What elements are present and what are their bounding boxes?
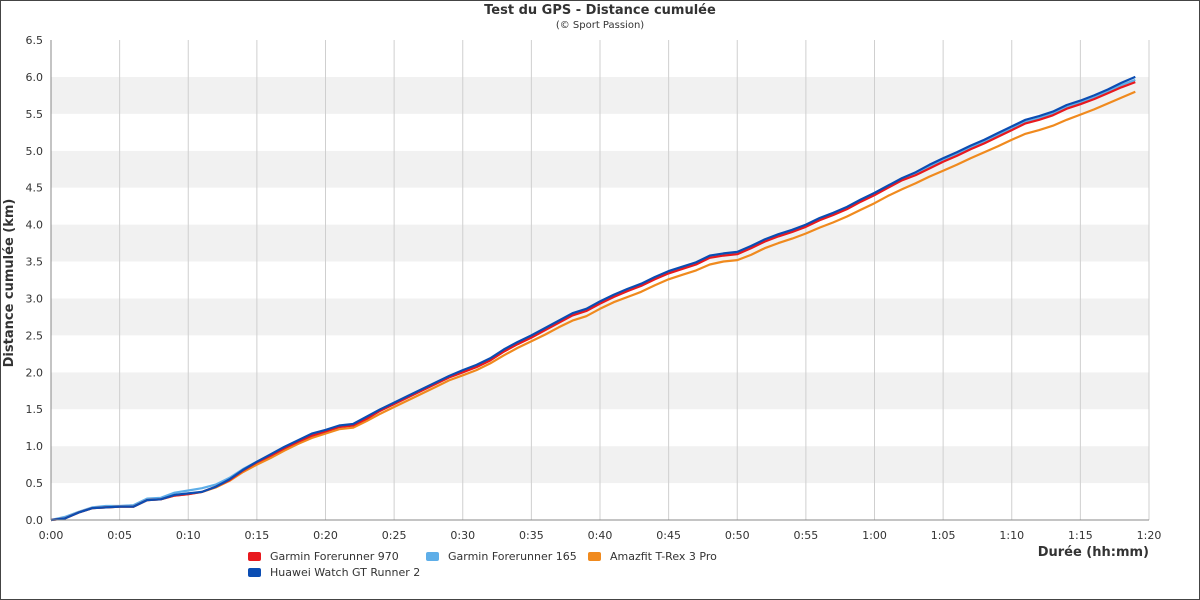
x-tick-label: 0:00: [39, 529, 64, 542]
legend-label: Garmin Forerunner 165: [448, 550, 577, 563]
y-tick-label: 3.5: [26, 256, 44, 269]
x-tick-label: 0:25: [382, 529, 407, 542]
y-tick-label: 1.0: [26, 440, 44, 453]
x-tick-label: 0:20: [313, 529, 338, 542]
chart-subtitle: (© Sport Passion): [555, 20, 645, 31]
x-tick-label: 0:15: [245, 529, 270, 542]
legend-item: Garmin Forerunner 970: [248, 550, 399, 563]
legend-swatch: [248, 551, 261, 561]
x-tick-label: 0:40: [588, 529, 613, 542]
y-tick-label: 0.5: [26, 477, 44, 490]
legend-swatch: [248, 567, 261, 577]
y-tick-label: 5.0: [26, 145, 44, 158]
y-tick-label: 4.5: [26, 182, 44, 195]
y-tick-label: 2.0: [26, 366, 44, 379]
y-tick-label: 6.0: [26, 71, 44, 84]
x-tick-label: 1:10: [999, 529, 1024, 542]
x-tick-label: 0:45: [656, 529, 681, 542]
y-tick-label: 6.5: [26, 34, 44, 47]
legend-item: Huawei Watch GT Runner 2: [248, 566, 420, 579]
legend-swatch: [588, 551, 601, 561]
x-tick-label: 0:55: [794, 529, 819, 542]
legend-swatch: [426, 551, 439, 561]
chart-title: Test du GPS - Distance cumulée: [484, 3, 716, 18]
y-tick-label: 3.0: [26, 292, 44, 305]
x-tick-label: 0:35: [519, 529, 544, 542]
y-tick-label: 5.5: [26, 108, 44, 121]
legend-label: Garmin Forerunner 970: [270, 550, 399, 563]
y-tick-label: 1.5: [26, 403, 44, 416]
y-tick-label: 0.0: [26, 514, 44, 527]
x-axis-title: Durée (hh:mm): [1038, 545, 1149, 560]
y-tick-label: 2.5: [26, 329, 44, 342]
legend-item: Amazfit T-Rex 3 Pro: [588, 550, 717, 563]
legend-item: Garmin Forerunner 165: [426, 550, 577, 563]
series-line: [50, 75, 1136, 522]
x-tick-label: 0:05: [107, 529, 132, 542]
x-tick-label: 0:50: [725, 529, 750, 542]
x-tick-label: 1:15: [1068, 529, 1093, 542]
x-tick-label: 0:10: [176, 529, 201, 542]
x-tick-label: 0:30: [450, 529, 475, 542]
x-tick-label: 1:05: [931, 529, 956, 542]
y-axis-title: Distance cumulée (km): [2, 199, 17, 368]
x-tick-label: 1:00: [862, 529, 887, 542]
x-tick-label: 1:20: [1137, 529, 1162, 542]
legend-label: Huawei Watch GT Runner 2: [270, 566, 421, 579]
y-tick-label: 4.0: [26, 219, 44, 232]
legend-label: Amazfit T-Rex 3 Pro: [610, 550, 717, 563]
